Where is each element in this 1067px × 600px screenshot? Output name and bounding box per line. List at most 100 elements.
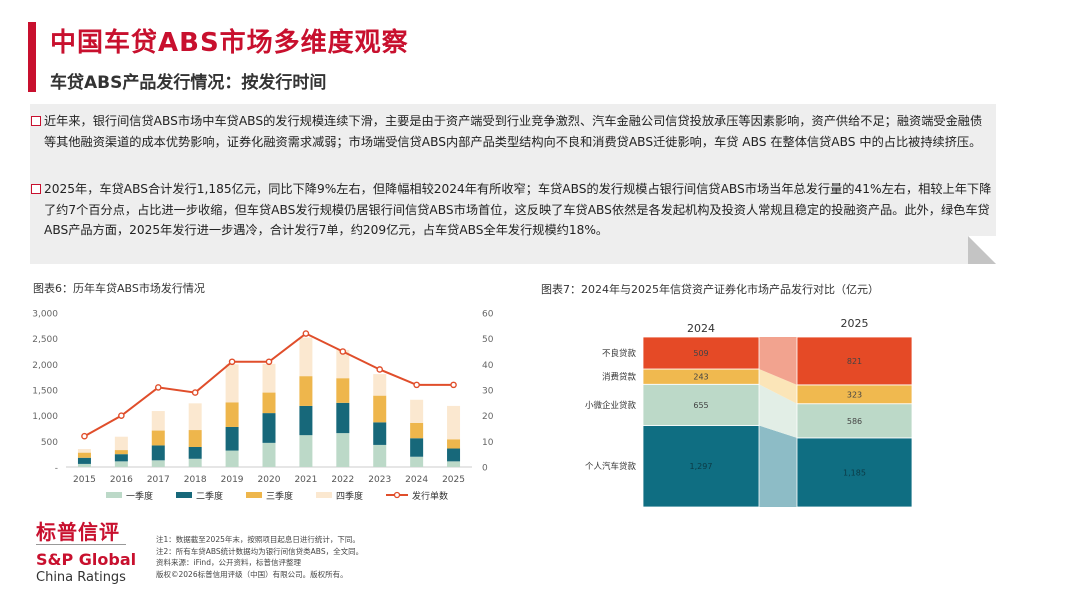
category-label: 不良贷款 [602,348,637,359]
segment-value-label: 821 [847,357,862,366]
bar-segment [77,463,91,467]
flow-band [759,425,797,507]
legend-label: 二季度 [196,490,223,502]
bar-segment [299,435,313,467]
issuance-count-point [376,366,384,373]
segment-value-label: 1,297 [690,462,713,471]
chart6-title: 图表6：历年车贷ABS市场发行情况 [33,282,205,295]
y-left-tick-label: 3,000 [32,310,58,320]
legend-label: 四季度 [336,490,363,502]
issuance-count-point [118,412,125,419]
legend-label: 发行单数 [412,490,448,502]
column-segment [796,403,913,439]
bar-segment [114,454,128,462]
x-tick-label: 2024 [405,475,428,485]
y-left-tick-label: 1,500 [32,387,58,397]
issuance-count-point [81,432,88,440]
bar-segment [336,402,350,434]
bar-segment [151,445,165,461]
footnote-2: 注2：所有车贷ABS统计数据均为银行间信贷类ABS，全文同。 [156,546,364,556]
bar-segment [336,378,350,403]
segment-value-label: 243 [693,373,708,382]
y-right-tick-label: 20 [482,412,494,422]
x-tick-label: 2019 [221,475,244,485]
chart7-title: 图表7：2024年与2025年信贷资产证券化市场产品发行对比（亿元） [541,283,879,296]
bar-segment [188,430,202,447]
column-segment [796,437,913,508]
y-right-tick-label: 60 [482,310,494,320]
column-segment [642,383,760,426]
issuance-count-point [228,358,236,366]
legend-line-marker [393,491,401,499]
x-tick-label: 2018 [184,475,207,485]
bar-segment [373,374,387,396]
legend-label: 一季度 [126,490,153,502]
column-segment [642,425,760,508]
y-left-tick-label: 2,500 [32,335,58,345]
category-label: 小微企业贷款 [585,400,637,411]
bar-segment [373,422,387,445]
x-tick-label: 2025 [442,475,465,485]
bar-segment [447,439,461,449]
footnotes: 注1：数据截至2025年末，按照项目起息日进行统计，下同。 注2：所有车贷ABS… [156,534,363,580]
bar-segment [188,403,202,431]
bar-segment [114,461,128,467]
bar-segment [299,337,313,377]
bar-segment [77,452,91,458]
bar-segment [447,405,461,440]
x-tick-label: 2015 [73,475,96,485]
bar-segment [410,438,424,457]
legend-swatch [176,492,192,498]
x-tick-label: 2017 [147,475,170,485]
issuance-count-point [413,381,420,389]
y-right-tick-label: 50 [482,335,494,345]
logo-sp-global: S&P Global [36,550,137,569]
chart6-annual-issuance: - 500 1,000 1,500 2,000 2,500 3,000 0 10 20 30 40 50… [32,310,494,503]
bar-segment [114,436,128,451]
segment-value-label: 1,185 [843,468,866,477]
bar-segment [225,450,239,467]
category-label: 消费贷款 [602,372,637,383]
y-right-tick-label: 40 [482,361,494,371]
page-fold-shadow [968,236,996,264]
segment-value-label: 655 [693,401,708,410]
bar-segment [151,460,165,467]
bar-segment [373,395,387,423]
bar-segment [151,411,165,431]
x-tick-label: 2020 [258,475,281,485]
y-left-tick-label: 1,000 [32,412,58,422]
bar-segment [225,402,239,427]
segment-value-label: 586 [847,417,862,426]
logo-china-ratings: China Ratings [36,570,126,585]
title-accent-bar [28,22,36,92]
footnote-1: 注1：数据截至2025年末，按照项目起息日进行统计，下同。 [156,535,360,544]
x-tick-label: 2016 [110,475,133,485]
page-subtitle: 车贷ABS产品发行情况：按发行时间 [50,73,327,93]
bar-segment [410,422,424,439]
bar-segment [262,413,276,443]
column-segment [642,336,760,370]
bullet-square-icon [31,184,41,194]
category-label: 个人汽车贷款 [585,461,637,472]
logo-divider [36,544,126,545]
bar-segment [262,363,276,393]
chart7-product-comparison: 1,297 655 243 509 2024 1,185 586 323 821 2025 个人汽车… [585,317,913,508]
bar-segment [447,448,461,462]
footnote-copyright: 版权©2026标普信用评级（中国）有限公司。版权所有。 [156,569,348,579]
footnote-source: 资料来源：iFind，公开资料，标普信评整理 [156,558,301,567]
issuance-count-point [302,330,310,337]
y-left-tick-label: 500 [41,438,58,448]
column-year-label: 2024 [687,322,715,335]
legend-swatch [316,492,332,498]
logo-chinese: 标普信评 [36,520,120,544]
bar-segment [151,430,165,446]
y-right-tick-label: 10 [482,438,494,448]
issuance-count-point [154,384,162,391]
bar-segment [336,433,350,467]
bar-segment [114,450,128,455]
bar-segment [77,449,91,453]
bar-segment [447,461,461,467]
x-tick-label: 2021 [294,475,317,485]
bar-segment [336,349,350,379]
bar-segment [373,444,387,467]
